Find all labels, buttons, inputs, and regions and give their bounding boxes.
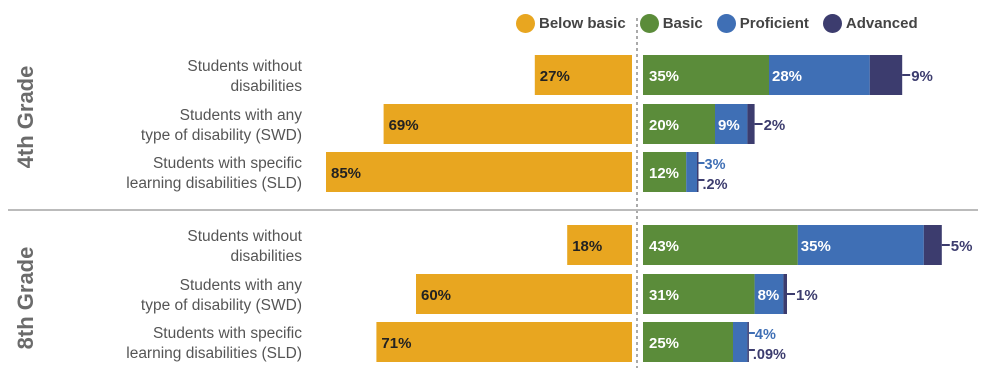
legend-label-advanced: Advanced xyxy=(845,15,918,32)
value-basic-4th-grade-row-1: 35% xyxy=(649,68,679,85)
value-below-basic-4th-grade-row-2: 69% xyxy=(389,117,419,134)
value-basic-4th-grade-row-2: 20% xyxy=(649,117,679,134)
value-basic-4th-grade-row-3: 12% xyxy=(649,165,679,182)
bar-proficient-8th-grade-row-1 xyxy=(797,225,924,265)
bar-basic-4th-grade-row-2 xyxy=(643,104,715,144)
bar-proficient-8th-grade-row-3 xyxy=(733,322,748,362)
value-proficient-8th-grade-row-1: 35% xyxy=(801,238,831,255)
bar-proficient-8th-grade-row-2 xyxy=(754,274,784,314)
bar-below-basic-4th-grade-row-3 xyxy=(326,152,632,192)
value-below-basic-8th-grade-row-1: 18% xyxy=(572,238,602,255)
legend-item-proficient: Proficient xyxy=(716,14,809,33)
legend-swatch-below-basic xyxy=(516,14,535,33)
legend-label-proficient: Proficient xyxy=(739,15,809,32)
value-basic-8th-grade-row-3: 25% xyxy=(649,335,679,352)
bar-basic-4th-grade-row-1 xyxy=(643,55,769,95)
legend-label-below-basic: Below basic xyxy=(539,15,626,32)
value-below-basic-4th-grade-row-1: 27% xyxy=(540,68,570,85)
bar-below-basic-8th-grade-row-1 xyxy=(567,225,632,265)
value-basic-8th-grade-row-2: 31% xyxy=(649,287,679,304)
row-label-4th-grade-row-3-line1: Students with specific xyxy=(153,155,302,172)
bar-below-basic-8th-grade-row-3 xyxy=(376,322,632,362)
bar-below-basic-4th-grade-row-1 xyxy=(534,55,632,95)
value-advanced-8th-grade-row-3: .09% xyxy=(753,347,786,363)
value-proficient-4th-grade-row-1: 28% xyxy=(772,68,802,85)
legend-item-basic: Basic xyxy=(639,14,703,33)
bar-proficient-4th-grade-row-1 xyxy=(769,55,870,95)
bar-basic-8th-grade-row-2 xyxy=(643,274,755,314)
chart-legend: Below basic Basic Proficient Advanced xyxy=(516,14,918,33)
legend-swatch-advanced xyxy=(822,14,842,33)
value-advanced-8th-grade-row-2: 1% xyxy=(796,287,818,304)
value-proficient-4th-grade-row-3: 3% xyxy=(705,157,726,173)
legend-item-advanced: Advanced xyxy=(822,14,918,33)
row-label-4th-grade-row-1-line2: disabilities xyxy=(230,78,302,95)
value-proficient-8th-grade-row-2: 8% xyxy=(758,287,780,304)
bar-advanced-8th-grade-row-2 xyxy=(783,274,787,314)
value-below-basic-8th-grade-row-2: 60% xyxy=(421,287,451,304)
row-label-8th-grade-row-3-line2: learning disabilities (SLD) xyxy=(126,345,302,362)
row-label-8th-grade-row-3-line1: Students with specific xyxy=(153,325,302,342)
bar-below-basic-8th-grade-row-2 xyxy=(416,274,632,314)
bar-advanced-4th-grade-row-3 xyxy=(697,152,699,192)
bar-below-basic-4th-grade-row-2 xyxy=(383,104,632,144)
legend-swatch-basic xyxy=(639,14,659,33)
value-proficient-8th-grade-row-3: 4% xyxy=(755,327,776,343)
legend-item-below-basic: Below basic xyxy=(516,14,626,33)
bar-proficient-4th-grade-row-2 xyxy=(715,104,748,144)
row-label-4th-grade-row-2-line2: type of disability (SWD) xyxy=(141,127,302,144)
row-label-4th-grade-row-1-line1: Students without xyxy=(187,58,302,75)
group-label-4th-grade: 4th Grade xyxy=(13,66,38,169)
value-advanced-8th-grade-row-1: 5% xyxy=(951,238,973,255)
legend-swatch-proficient xyxy=(716,14,736,33)
bar-advanced-8th-grade-row-3 xyxy=(747,322,749,362)
row-label-8th-grade-row-2-line2: type of disability (SWD) xyxy=(141,297,302,314)
row-label-8th-grade-row-1-line1: Students without xyxy=(187,228,302,245)
legend-label-basic: Basic xyxy=(662,15,703,32)
value-proficient-4th-grade-row-2: 9% xyxy=(718,117,740,134)
value-basic-8th-grade-row-1: 43% xyxy=(649,238,679,255)
bar-basic-4th-grade-row-3 xyxy=(643,152,687,192)
row-label-4th-grade-row-3-line2: learning disabilities (SLD) xyxy=(126,175,302,192)
row-label-4th-grade-row-2-line1: Students with any xyxy=(180,107,303,124)
group-label-8th-grade: 8th Grade xyxy=(13,247,38,350)
bar-basic-8th-grade-row-1 xyxy=(643,225,798,265)
value-advanced-4th-grade-row-1: 9% xyxy=(911,68,933,85)
bar-proficient-4th-grade-row-3 xyxy=(686,152,697,192)
bar-advanced-8th-grade-row-1 xyxy=(923,225,942,265)
bar-basic-8th-grade-row-3 xyxy=(643,322,733,362)
row-label-8th-grade-row-2-line1: Students with any xyxy=(180,277,303,294)
value-advanced-4th-grade-row-3: .2% xyxy=(703,177,728,193)
row-label-8th-grade-row-1-line2: disabilities xyxy=(230,248,302,265)
value-below-basic-8th-grade-row-3: 71% xyxy=(381,335,411,352)
value-advanced-4th-grade-row-2: 2% xyxy=(764,117,786,134)
bar-advanced-4th-grade-row-2 xyxy=(747,104,755,144)
bar-advanced-4th-grade-row-1 xyxy=(869,55,903,95)
value-below-basic-4th-grade-row-3: 85% xyxy=(331,165,361,182)
